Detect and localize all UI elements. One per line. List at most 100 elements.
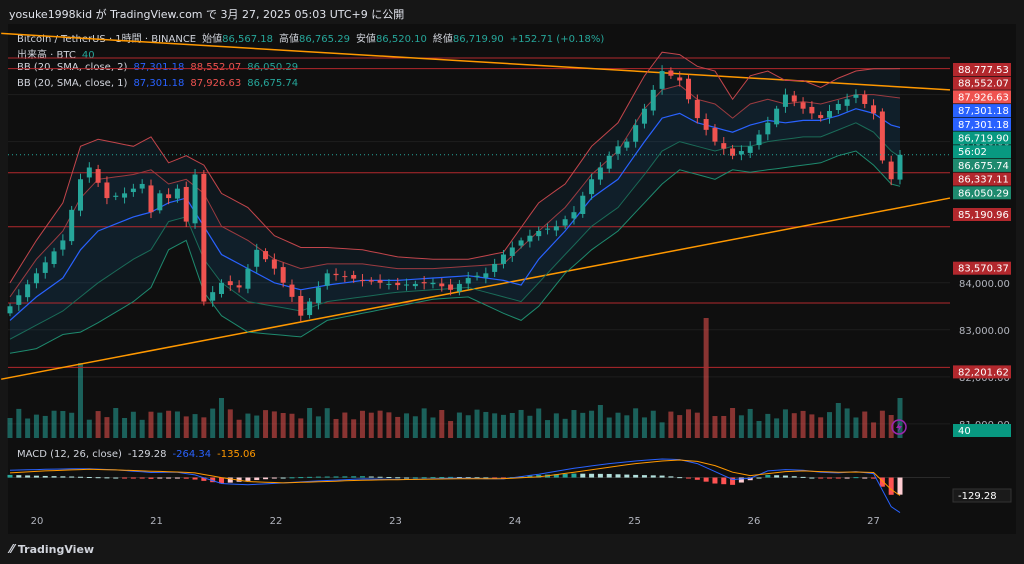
volume-bar (342, 412, 348, 438)
macd-hist-bar (756, 477, 762, 479)
high-value: 86,765.29 (299, 34, 350, 45)
macd-hist-bar (254, 477, 260, 481)
candle-body (897, 154, 903, 180)
candle-body (448, 284, 454, 290)
candle-body (104, 182, 110, 199)
price-label-box (953, 186, 1011, 200)
candle-body (844, 99, 850, 106)
candle-body (412, 283, 418, 287)
candle-body (69, 209, 75, 242)
candle-body (183, 186, 189, 222)
macd-hist-bar (386, 477, 392, 479)
volume-bar (104, 417, 110, 438)
volume-bar (492, 413, 498, 438)
volume-bar (879, 410, 885, 438)
macd-hist-bar (562, 473, 568, 478)
candle-body (765, 122, 771, 135)
price-label-text: 85,190.96 (958, 210, 1009, 221)
macd-hist-bar (122, 477, 128, 479)
macd-hist-bar (104, 477, 110, 479)
candle-body (33, 273, 39, 284)
candle-body (113, 195, 119, 197)
macd-signal-line (9, 459, 901, 496)
macd-hist-bar (765, 474, 771, 478)
volume-bar (16, 408, 22, 438)
volume-bar (747, 408, 753, 438)
volume-bar (527, 415, 533, 438)
low-label: 安値 (355, 34, 376, 45)
time-tick-label: 24 (509, 516, 522, 527)
volume-bar (448, 421, 454, 438)
volume-bar (412, 416, 418, 438)
low-value: 86,520.10 (375, 34, 427, 45)
change-value: +152.71 (+0.18%) (509, 34, 605, 45)
macd-hist-bar (227, 477, 233, 483)
macd-hist-bar (25, 475, 31, 478)
volume-bar (42, 415, 48, 438)
candle-body (395, 282, 401, 286)
macd-hist-bar (659, 475, 665, 478)
candle-body (509, 247, 515, 256)
trendline-resistance (1, 32, 951, 91)
volume-bar (871, 422, 877, 438)
candle-body (271, 259, 277, 269)
candle-body (818, 115, 824, 119)
macd-hist-bar (553, 474, 559, 478)
volume-bar (888, 415, 894, 438)
volume-bar (307, 408, 313, 438)
open-label: 始値 (202, 34, 223, 45)
price-label-box (953, 261, 1011, 275)
candle-body (518, 240, 524, 246)
volume-bar (95, 411, 101, 438)
candle-body (218, 282, 224, 294)
chart-panel[interactable] (8, 24, 1016, 534)
macd-hist-bar (157, 477, 163, 479)
macd-hist-bar (730, 477, 736, 485)
macd-hist-bar (694, 477, 700, 480)
volume-bar (483, 411, 489, 438)
candle-body (747, 146, 753, 153)
volume-bar (289, 413, 295, 438)
macd-hist-bar (324, 476, 330, 478)
macd-signal-value: -135.06 (217, 449, 256, 460)
volume-bar (782, 409, 788, 438)
candle-body (236, 285, 242, 288)
macd-hist-bar (835, 477, 841, 479)
macd-hist-bar (615, 474, 621, 478)
macd-label: MACD (12, 26, close) (17, 449, 122, 460)
volume-bar (756, 420, 762, 438)
alert-bolt-icon-glyph (896, 422, 902, 432)
price-label-box (953, 117, 1011, 131)
macd-hist-bar (7, 474, 13, 478)
volume-bar (791, 413, 797, 438)
volume-bar (730, 408, 736, 438)
volume-bar (518, 409, 524, 438)
macd-hist-bar (897, 477, 903, 495)
macd-axis-value: -129.28 (958, 491, 997, 502)
candle-body (562, 219, 568, 226)
macd-hist-value: -129.28 (127, 449, 167, 460)
macd-hist-bar (641, 475, 647, 478)
volume-bar (359, 410, 365, 438)
bb1-cloud (10, 85, 900, 340)
bb1-legend: BB (20, SMA, close, 1) 87,301.18 87,926.63… (17, 78, 304, 89)
volume-bar (192, 414, 198, 438)
macd-hist-bar (404, 477, 410, 479)
candle-body (430, 282, 436, 285)
macd-hist-bar (527, 475, 533, 478)
macd-hist-bar (853, 477, 859, 479)
time-axis: 20 21 22 23 24 25 26 27 (31, 516, 880, 527)
candle-body (298, 295, 304, 316)
volume-bar (571, 410, 577, 438)
candle-body (589, 179, 595, 195)
price-label-text: 88,777.53 (958, 65, 1009, 76)
volume-bar (210, 408, 216, 438)
volume-bar (844, 408, 850, 438)
volume-bar (122, 417, 128, 438)
candle-body (527, 235, 533, 242)
volume-legend: 出来高 · BTC 40 (17, 46, 101, 61)
volume-bar (157, 412, 163, 438)
candle-body (553, 226, 559, 231)
candle-body (483, 273, 489, 278)
